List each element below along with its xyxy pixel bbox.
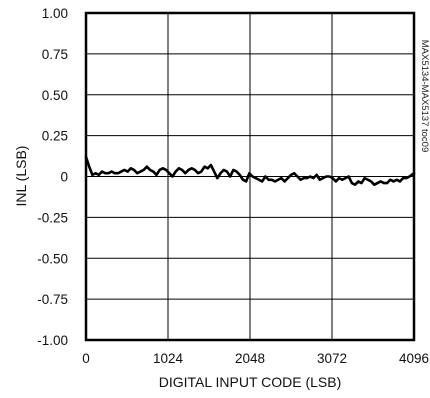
grid xyxy=(85,12,415,341)
y-tick-label: 0.50 xyxy=(42,88,68,103)
y-axis-label: INL (LSB) xyxy=(13,146,29,207)
inl-series-line xyxy=(84,155,416,186)
x-tick-label: 2048 xyxy=(235,351,265,366)
y-tick-label: 1.00 xyxy=(42,6,68,21)
y-tick-label: -0.25 xyxy=(37,210,68,225)
y-tick-label: -0.50 xyxy=(37,251,68,266)
y-tick-label: 0.25 xyxy=(42,129,68,144)
x-axis-label: DIGITAL INPUT CODE (LSB) xyxy=(159,374,342,390)
y-tick-label: -0.75 xyxy=(37,292,68,307)
y-tick-label: 0.75 xyxy=(42,47,68,62)
series-layer xyxy=(84,155,416,186)
x-tick-label: 4096 xyxy=(399,351,429,366)
x-tick-label: 3072 xyxy=(317,351,347,366)
tick-labels: 1.00 0.75 0.50 0.25 0 -0.25 -0.50 -0.75 -1.00 0 10… xyxy=(37,6,429,366)
y-tick-label: -1.00 xyxy=(37,333,68,348)
figure-id-note: MAX5134-MAX5137 toc09 xyxy=(419,40,430,152)
x-tick-label: 0 xyxy=(82,351,90,366)
x-tick-label: 1024 xyxy=(153,351,184,366)
plot-frame xyxy=(84,11,416,342)
y-tick-label: 0 xyxy=(60,170,68,185)
